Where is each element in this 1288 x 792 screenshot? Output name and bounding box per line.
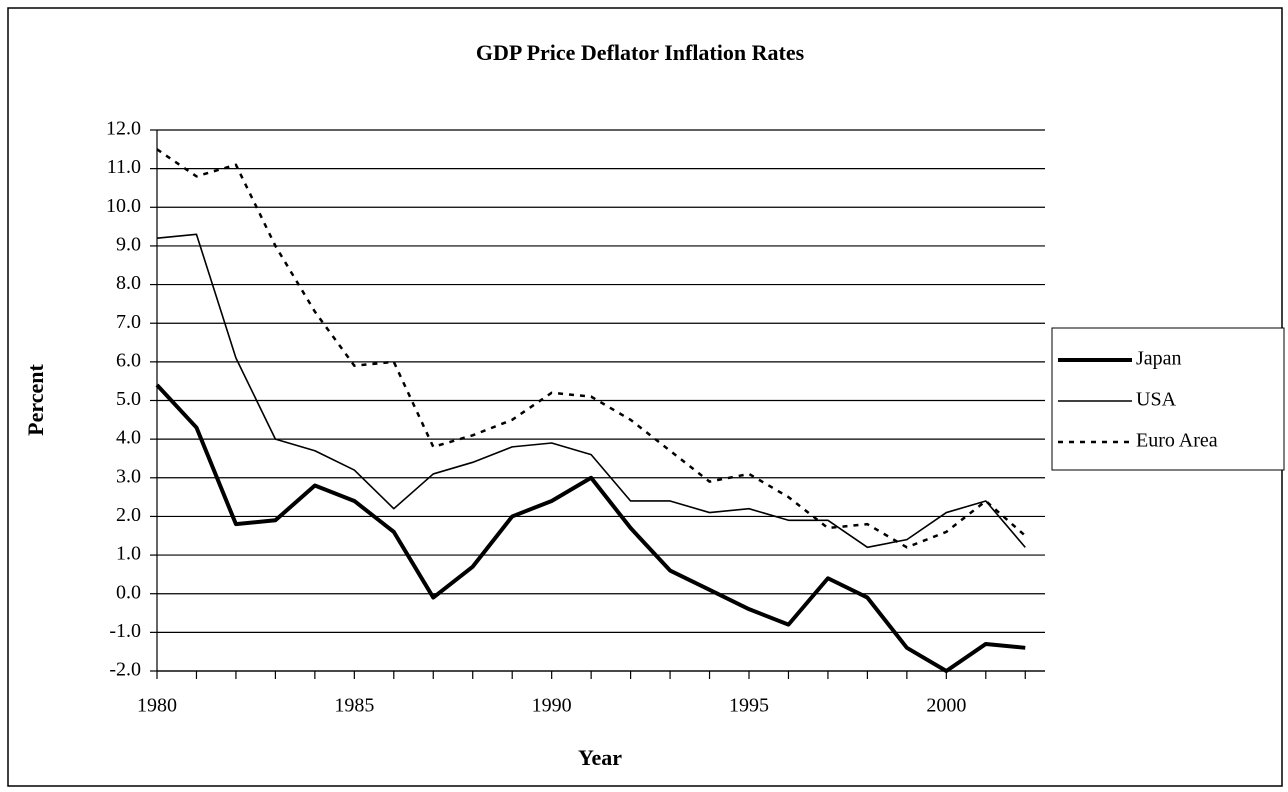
y-tick-label: -2.0 — [109, 659, 141, 681]
y-tick-label: 11.0 — [107, 156, 141, 178]
line-series — [155, 383, 1026, 673]
x-tick-label: 1990 — [532, 695, 572, 717]
y-tick-label: 1.0 — [116, 543, 141, 565]
legend-label: Japan — [1136, 348, 1182, 370]
y-tick-label: 5.0 — [116, 388, 141, 410]
y-tick-label: 4.0 — [116, 427, 141, 449]
legend-box — [1051, 327, 1285, 471]
x-tick-label: 1980 — [137, 695, 177, 717]
y-tick-label: 3.0 — [116, 465, 141, 487]
chart-title: GDP Price Deflator Inflation Rates — [476, 40, 805, 65]
legend-label: USA — [1136, 389, 1177, 411]
y-tick-label: 10.0 — [106, 195, 141, 217]
y-tick-label: 8.0 — [116, 272, 141, 294]
y-tick-label: -1.0 — [109, 620, 141, 642]
x-tick-label: 1995 — [729, 695, 769, 717]
y-tick-label: 9.0 — [116, 234, 141, 256]
x-tick-label: 1985 — [334, 695, 374, 717]
y-tick-label: 2.0 — [116, 504, 141, 526]
legend-label: Euro Area — [1136, 430, 1218, 452]
y-axis-label: Percent — [23, 364, 48, 436]
x-axis-label: Year — [578, 745, 622, 770]
y-tick-label: 6.0 — [116, 349, 141, 371]
line-series — [156, 148, 1027, 549]
line-series — [156, 233, 1026, 549]
x-tick-label: 2000 — [926, 695, 966, 717]
y-tick-label: 12.0 — [106, 118, 141, 140]
y-tick-label: 0.0 — [116, 581, 141, 603]
y-tick-label: 7.0 — [116, 311, 141, 333]
